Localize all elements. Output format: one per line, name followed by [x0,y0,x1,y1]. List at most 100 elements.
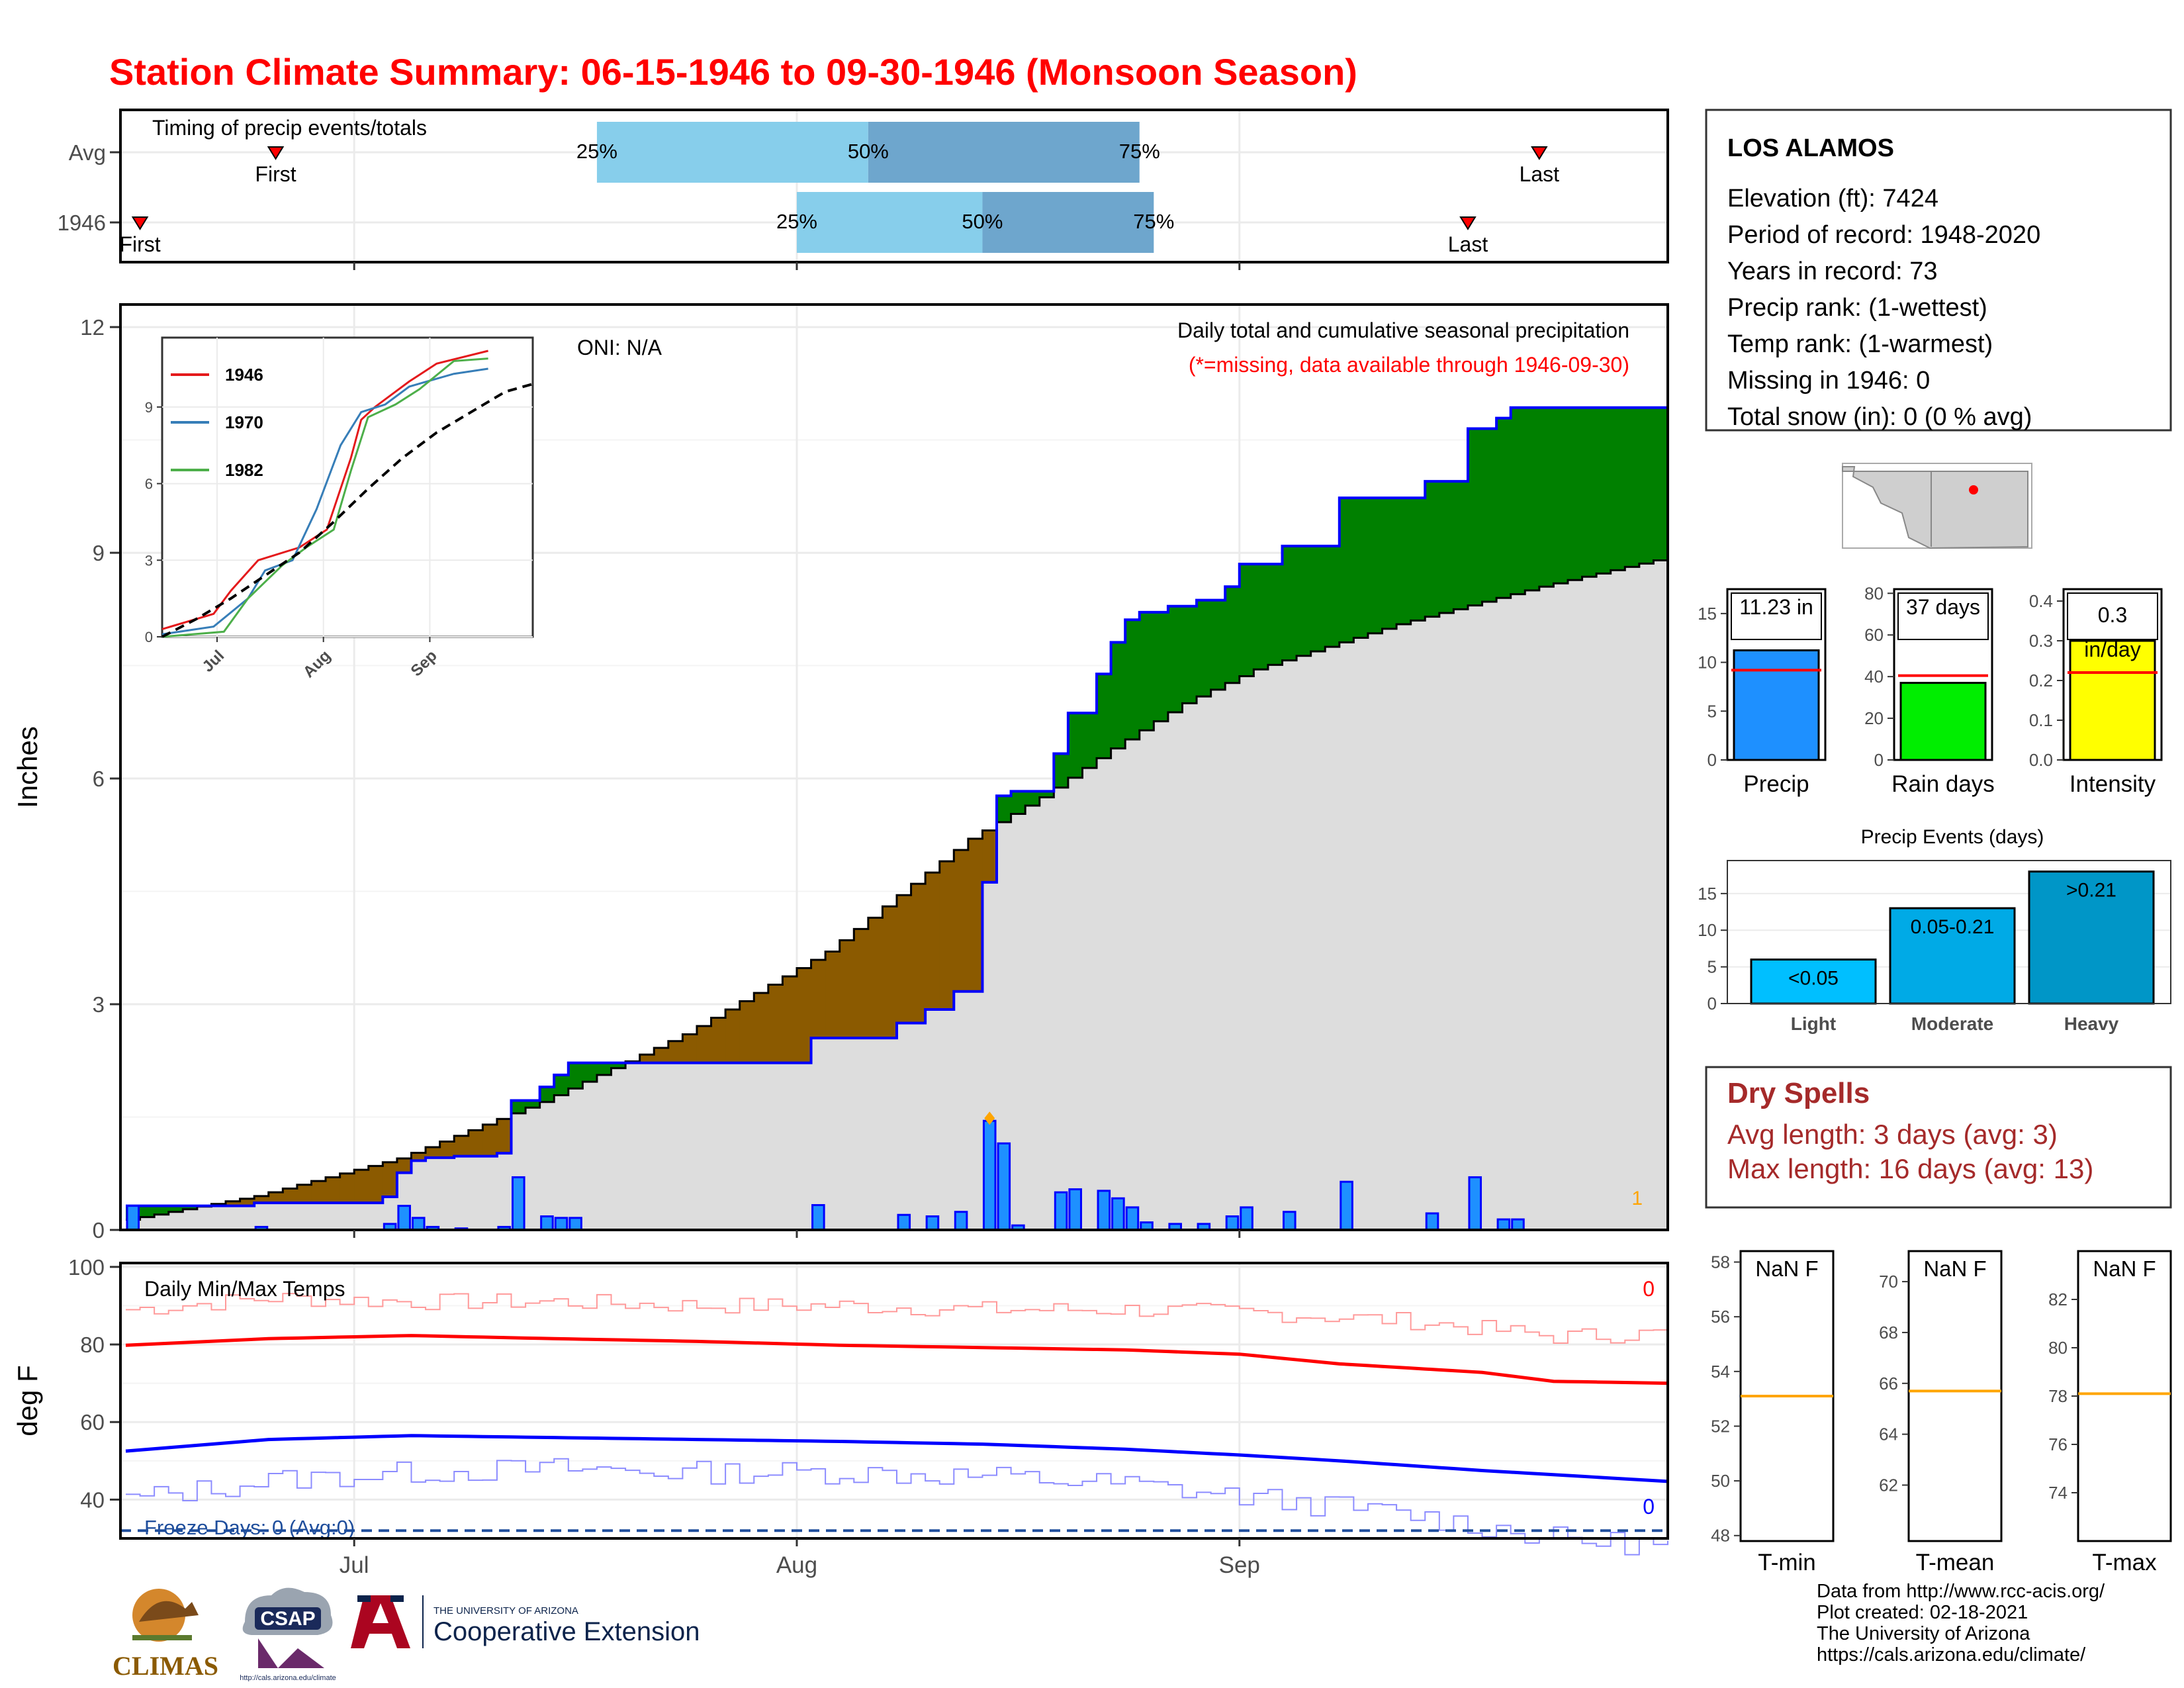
credit-line: Data from http://www.rcc-acis.org/ [1817,1581,2105,1602]
below-avg-segment [654,1047,669,1063]
below-avg-segment [426,1147,441,1158]
timing-row-label: 1946 [58,211,106,235]
above-avg-segment [1610,407,1625,571]
freeze-days-label: Freeze Days: 0 (Avg:0) [144,1516,355,1539]
first-label: First [255,162,296,186]
month-label: Sep [1219,1552,1260,1578]
above-avg-segment [997,796,1012,822]
below-avg-segment [240,1198,255,1206]
summary-bar-tick-label: 80 [1864,583,1884,603]
observed-cumulative-line [126,406,1668,1207]
max-count-label: 0 [1643,1277,1655,1301]
temp-box-value: NaN F [2093,1256,2156,1281]
above-avg-segment [582,1062,598,1082]
temp-box-tick-label: 80 [2048,1338,2068,1358]
quartile-label: 75% [1119,140,1160,163]
above-avg-segment [1167,606,1183,713]
summary-label-box [1897,592,1989,640]
missing-note: (*=missing, data available through 1946-… [1189,353,1629,377]
temp-ytick-label: 80 [80,1333,105,1357]
temp-ylabel: deg F [12,1365,43,1436]
temp-box-value: NaN F [1755,1256,1818,1281]
credit-line: https://cals.arizona.edu/climate/ [1817,1644,2086,1665]
station-location-dot [1969,485,1978,494]
precip-event-bar [2028,870,2155,1005]
above-avg-segment [1139,612,1154,731]
temp-box-tick-label: 64 [1879,1425,1898,1444]
summary-label-box [2067,592,2158,640]
above-avg-segment [1625,407,1640,567]
above-avg-segment [1425,481,1440,617]
temp-box-tick-label: 66 [1879,1374,1898,1393]
station-info-line: Period of record: 1948-2020 [1727,221,2040,249]
precip-panel-title: Daily total and cumulative seasonal prec… [1177,318,1629,342]
daily-precip-bar [1511,1218,1525,1231]
missing-count: 1 [1631,1188,1643,1209]
climas-logo: CLIMAS [113,1589,218,1681]
below-avg-segment [226,1201,241,1206]
above-avg-segment [1367,498,1383,633]
precip-event-bar-label: 0.05-0.21 [1911,916,1995,938]
summary-bar-tick-label: 40 [1864,667,1884,686]
above-avg-segment [1467,428,1483,606]
precip-ytick-label: 6 [93,767,105,791]
avg-cumulative-line [126,559,1668,1221]
temp-box-tick-label: 68 [1879,1323,1898,1342]
daily-precip-bar [997,1142,1011,1231]
summary-bar-tick-label: 0 [1874,750,1884,770]
above-avg-segment [1125,620,1140,739]
below-avg-segment [754,992,769,1063]
below-avg-segment [768,984,784,1063]
quartile-label: 25% [776,210,817,233]
above-avg-segment [1410,498,1426,621]
summary-bar-tick-label: 15 [1698,604,1717,624]
summary-bar-tick-label: 0.1 [2029,710,2053,730]
record-min-line [126,1458,1668,1556]
daily-precip-bar [1097,1190,1111,1231]
below-avg-segment [982,830,997,882]
summary-bar-tick-label: 0.0 [2029,750,2053,770]
below-avg-segment [396,1158,412,1173]
below-avg-segment [326,1177,341,1203]
below-avg-segment [811,959,826,1039]
climas-text: CLIMAS [113,1651,218,1681]
logo-strip: CLIMAS CSAP http://cals.arizona.edu/clim… [106,1575,768,1682]
above-avg-segment [168,1205,183,1212]
inset-legend-label: 1946 [225,365,263,385]
temp-box-tick-label: 82 [2048,1289,2068,1309]
max-day-marker [984,1111,995,1125]
below-avg-segment [468,1130,483,1156]
quartile-label: 75% [1133,210,1174,233]
oni-label: ONI: N/A [577,336,662,359]
above-avg-segment [1025,791,1040,806]
below-avg-segment [911,884,926,1023]
temp-ytick-label: 100 [68,1255,105,1280]
summary-bar-tick-label: 0 [1707,750,1717,770]
below-avg-segment [839,940,854,1039]
ua-big-text: Cooperative Extension [433,1617,700,1646]
daily-precip-bar [954,1211,968,1231]
above-avg-segment [1225,586,1240,683]
above-avg-segment [1267,564,1283,665]
above-avg-segment [525,1100,541,1108]
last-label: Last [1520,162,1560,186]
summary-bar-name: Rain days [1891,771,1995,797]
inset-panel [161,336,534,638]
below-avg-segment [383,1162,398,1197]
below-avg-segment [496,1119,512,1154]
temp-ytick-label: 60 [80,1410,105,1434]
min-count-label: 0 [1643,1495,1655,1519]
summary-bar [2069,639,2156,761]
below-avg-segment [368,1166,383,1203]
inset-avg-line [161,383,533,638]
timing-row-label: Avg [69,140,106,165]
above-avg-segment [1039,791,1054,798]
daily-precip-bar [811,1203,825,1231]
map-region [1842,466,2028,549]
temp-box-tick-label: 70 [1879,1272,1898,1291]
quartile-label: 50% [962,210,1003,233]
csap-url: http://cals.arizona.edu/climate [240,1674,336,1681]
precip-events-tick-label: 10 [1698,920,1717,940]
avg-max-temp-line [125,1334,1668,1385]
temp-ytick-label: 40 [80,1487,105,1512]
